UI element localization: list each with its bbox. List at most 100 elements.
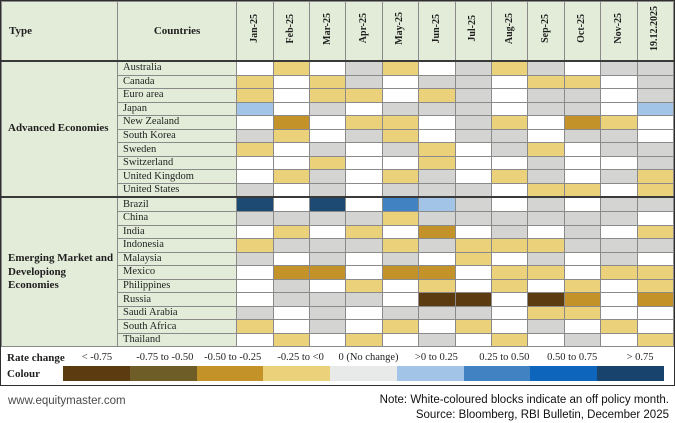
rate-cell <box>236 238 274 253</box>
rate-cell <box>527 251 565 267</box>
country-cell: Canada <box>117 74 238 90</box>
rate-cell <box>563 265 602 280</box>
rate-cell <box>345 169 383 184</box>
country-cell: South Africa <box>117 319 238 334</box>
rate-cell <box>345 74 383 90</box>
website-link[interactable]: www.equitymaster.com <box>8 395 126 407</box>
rate-cell <box>308 128 347 144</box>
rate-cell <box>345 142 383 157</box>
rate-cell <box>308 319 347 334</box>
rate-cell <box>454 74 492 90</box>
rate-cell <box>527 265 565 280</box>
rate-cell <box>418 101 456 117</box>
rate-cell <box>381 169 420 184</box>
rate-cell <box>454 292 492 307</box>
rate-cell <box>308 292 347 307</box>
rate-cell <box>454 155 492 171</box>
legend-swatch <box>530 366 598 382</box>
rate-cell <box>418 292 456 307</box>
legend-bucket-label: 0.50 to 0.75 <box>547 352 598 364</box>
rate-cell <box>272 211 310 226</box>
source-text: Source: Bloomberg, RBI Bulletin, Decembe… <box>415 409 669 421</box>
rate-cell <box>381 128 420 144</box>
footer-notes: Note: White-coloured blocks indicate an … <box>380 393 669 423</box>
rate-cell <box>490 101 529 117</box>
rate-cell <box>345 265 383 280</box>
rate-cell <box>308 251 347 267</box>
rate-cell <box>490 238 529 253</box>
rate-cell <box>418 115 456 130</box>
rate-cell <box>418 319 456 334</box>
legend-labels-row: Rate change < -0.75 -0.75 to -0.50 -0.50 t… <box>1 349 674 366</box>
rate-cell <box>308 265 347 280</box>
table-row: South Africa <box>2 319 675 334</box>
rate-cell <box>381 251 420 267</box>
rate-cell <box>381 211 420 226</box>
country-cell: Saudi Arabia <box>117 305 238 321</box>
rate-cell <box>236 211 274 226</box>
rate-cell <box>272 128 310 144</box>
rate-cell <box>563 305 602 321</box>
rate-cell <box>563 182 602 198</box>
rate-cell <box>490 115 529 130</box>
month-header: Apr-25 <box>345 1 383 62</box>
country-cell: Thailand <box>117 332 238 348</box>
legend-bucket-label: 0.25 to 0.50 <box>479 352 530 364</box>
rate-cell <box>272 196 310 213</box>
country-cell: Japan <box>117 101 238 117</box>
rate-cell <box>454 88 492 103</box>
rate-cell <box>490 128 529 144</box>
table-row: Canada <box>2 74 675 90</box>
rate-cell <box>454 265 492 280</box>
rate-cell <box>636 265 675 280</box>
month-header: May-25 <box>381 1 420 62</box>
rate-cell <box>236 292 274 307</box>
rate-cell <box>454 211 492 226</box>
rate-cell <box>527 238 565 253</box>
rate-cell <box>418 169 456 184</box>
rate-cell <box>490 332 529 348</box>
rate-cell <box>236 101 274 117</box>
rate-cell <box>636 128 675 144</box>
rate-cell <box>381 278 420 294</box>
rate-cell <box>308 169 347 184</box>
legend-bucket-label: >0 to 0.25 <box>414 352 458 364</box>
rate-cell <box>600 169 638 184</box>
rate-cell <box>345 251 383 267</box>
rate-cell <box>563 224 602 240</box>
note-text: Note: White-coloured blocks indicate an … <box>379 394 669 406</box>
country-cell: India <box>117 224 238 240</box>
country-cell: Switzerland <box>117 155 238 171</box>
legend-bucket-label: < -0.75 <box>81 352 113 364</box>
rate-cell <box>418 142 456 157</box>
legend-swatch <box>597 366 665 382</box>
rate-cell <box>272 278 310 294</box>
rate-cell <box>527 59 565 76</box>
rate-cell <box>345 278 383 294</box>
rate-cell <box>345 319 383 334</box>
rate-cell <box>418 332 456 348</box>
rate-cell <box>272 142 310 157</box>
table-row: United States <box>2 182 675 198</box>
rate-cell <box>563 238 602 253</box>
rate-cell <box>563 196 602 213</box>
rate-cell <box>600 238 638 253</box>
rate-cell <box>563 155 602 171</box>
rate-cell <box>563 101 602 117</box>
rate-cell <box>600 115 638 130</box>
table-row: India <box>2 224 675 240</box>
rate-cell <box>345 305 383 321</box>
rate-cell <box>527 115 565 130</box>
rate-cell <box>345 292 383 307</box>
rate-cell <box>600 101 638 117</box>
rate-cell <box>308 211 347 226</box>
rate-cell <box>600 182 638 198</box>
country-cell: Euro area <box>117 88 238 103</box>
rate-cell <box>381 319 420 334</box>
rate-cell <box>490 265 529 280</box>
rate-cell <box>236 59 274 76</box>
rate-cell <box>490 251 529 267</box>
rate-cell <box>418 278 456 294</box>
rate-cell <box>272 155 310 171</box>
rate-cell <box>454 305 492 321</box>
